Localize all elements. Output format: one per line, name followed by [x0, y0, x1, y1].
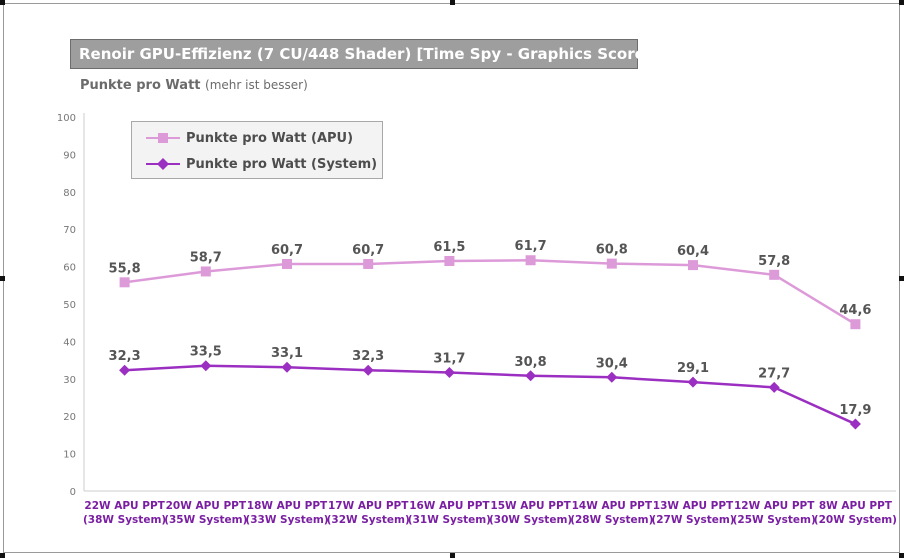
system-data-label: 32,3 — [109, 349, 141, 364]
series-lines — [124, 258, 857, 426]
apu-data-label: 44,6 — [839, 303, 871, 318]
system-data-point — [687, 376, 699, 388]
x-tick-label: (20W System) — [814, 514, 897, 526]
legend-square-marker-icon — [158, 133, 168, 143]
legend-label-system: Punkte pro Watt (System) — [186, 156, 378, 172]
x-tick-label: (25W System) — [733, 514, 816, 526]
system-data-point — [281, 361, 293, 373]
legend-line-system — [146, 157, 180, 171]
apu-data-label: 60,4 — [677, 244, 709, 259]
system-data-point — [849, 418, 861, 430]
x-tick-label: 12W APU PPT — [734, 500, 815, 512]
subtitle-text: Punkte pro Watt — [80, 78, 201, 93]
series-line-system — [124, 364, 856, 426]
apu-data-point — [606, 258, 617, 269]
apu-data-point — [769, 269, 780, 280]
resize-handle-top-left[interactable] — [0, 0, 5, 5]
x-tick-label: (30W System) — [489, 514, 572, 526]
x-tick-label: 16W APU PPT — [409, 500, 490, 512]
apu-data-point — [282, 258, 292, 269]
apu-data-point — [444, 255, 455, 266]
x-tick-label: (33W System) — [245, 514, 328, 526]
x-tick-label: 20W APU PPT — [166, 500, 247, 512]
x-tick-label: (27W System) — [651, 514, 734, 526]
system-data-label: 31,7 — [433, 351, 465, 366]
x-tick-label: 13W APU PPT — [653, 500, 734, 512]
system-data-point — [606, 371, 618, 383]
apu-data-label: 60,7 — [271, 243, 303, 258]
y-tick-label: 50 — [63, 300, 76, 311]
chart-subtitle: Punkte pro Watt (mehr ist besser) — [80, 78, 308, 93]
chart-legend: Punkte pro Watt (APU) Punkte pro Watt (S… — [131, 121, 383, 179]
system-data-label: 33,1 — [271, 346, 303, 361]
apu-data-label: 57,8 — [758, 254, 790, 269]
y-tick-label: 60 — [63, 263, 76, 274]
system-data-point — [362, 364, 374, 376]
legend-item-apu: Punkte pro Watt (APU) — [146, 128, 353, 148]
system-data-label: 32,3 — [352, 349, 384, 364]
y-tick-label: 20 — [63, 412, 76, 423]
y-tick-label: 10 — [63, 450, 76, 461]
system-data-point — [443, 366, 455, 378]
x-tick-label: 17W APU PPT — [328, 500, 409, 512]
y-tick-label: 30 — [63, 375, 76, 386]
system-data-label: 30,4 — [596, 356, 628, 371]
system-data-point — [768, 381, 780, 393]
system-data-label: 33,5 — [190, 345, 222, 360]
x-tick-label: 22W APU PPT — [84, 500, 165, 512]
x-tick-label: 18W APU PPT — [247, 500, 328, 512]
resize-handle-top-center[interactable] — [450, 0, 455, 5]
resize-handle-middle-left[interactable] — [0, 276, 5, 281]
y-tick-label: 40 — [63, 337, 76, 348]
system-data-point — [119, 364, 131, 376]
resize-handle-bottom-center[interactable] — [450, 553, 455, 558]
apu-data-label: 61,7 — [515, 239, 547, 254]
subtitle-note: (mehr ist besser) — [205, 78, 308, 92]
apu-data-point — [119, 277, 130, 288]
y-tick-label: 90 — [63, 150, 76, 161]
system-data-label: 30,8 — [515, 355, 547, 370]
y-tick-label: 80 — [63, 188, 76, 199]
series-line-apu — [124, 258, 857, 326]
series-markers — [119, 255, 861, 430]
x-tick-label: (35W System) — [164, 514, 247, 526]
apu-data-label: 55,8 — [109, 261, 141, 276]
y-tick-label: 70 — [63, 225, 76, 236]
legend-line-apu — [146, 133, 180, 143]
apu-data-label: 58,7 — [190, 250, 222, 265]
system-data-label: 29,1 — [677, 361, 709, 376]
apu-data-point — [688, 260, 698, 271]
system-data-label: 27,7 — [758, 366, 790, 381]
apu-data-label: 61,5 — [433, 240, 465, 255]
x-tick-label: (28W System) — [570, 514, 653, 526]
apu-data-label: 60,7 — [352, 243, 384, 258]
resize-handle-top-right[interactable] — [899, 0, 904, 5]
x-tick-label: 14W APU PPT — [572, 500, 653, 512]
x-tick-label: (31W System) — [408, 514, 491, 526]
apu-data-point — [363, 258, 374, 269]
resize-handle-middle-right[interactable] — [899, 276, 904, 281]
apu-data-label: 60,8 — [596, 243, 628, 258]
apu-data-point — [525, 255, 536, 266]
data-labels: 55,8 58,7 60,7 60,7 61,5 61,7 60,8 60,4 57,8 44,6… — [109, 239, 872, 418]
x-tick-label: (38W System) — [83, 514, 166, 526]
chart-title: Renoir GPU-Effizienz (7 CU/448 Shader) [… — [70, 39, 652, 69]
system-data-point — [200, 360, 212, 372]
legend-label-apu: Punkte pro Watt (APU) — [186, 130, 354, 146]
resize-handle-bottom-left[interactable] — [0, 553, 5, 558]
system-data-point — [525, 370, 537, 382]
apu-data-point — [200, 266, 211, 277]
resize-handle-bottom-right[interactable] — [899, 553, 904, 558]
x-tick-label: 15W APU PPT — [490, 500, 571, 512]
system-data-label: 17,9 — [839, 403, 871, 418]
legend-diamond-marker-icon — [156, 157, 170, 171]
x-tick-label: (32W System) — [327, 514, 410, 526]
x-tick-label: 8W APU PPT — [819, 500, 893, 512]
axes: 0 10 20 30 40 50 60 70 80 90 100 22W APU PPT (38W Sy… — [57, 113, 897, 526]
apu-data-point — [850, 319, 861, 330]
legend-item-system: Punkte pro Watt (System) — [146, 154, 377, 174]
y-tick-label: 100 — [57, 113, 76, 124]
y-tick-label: 0 — [70, 487, 76, 498]
